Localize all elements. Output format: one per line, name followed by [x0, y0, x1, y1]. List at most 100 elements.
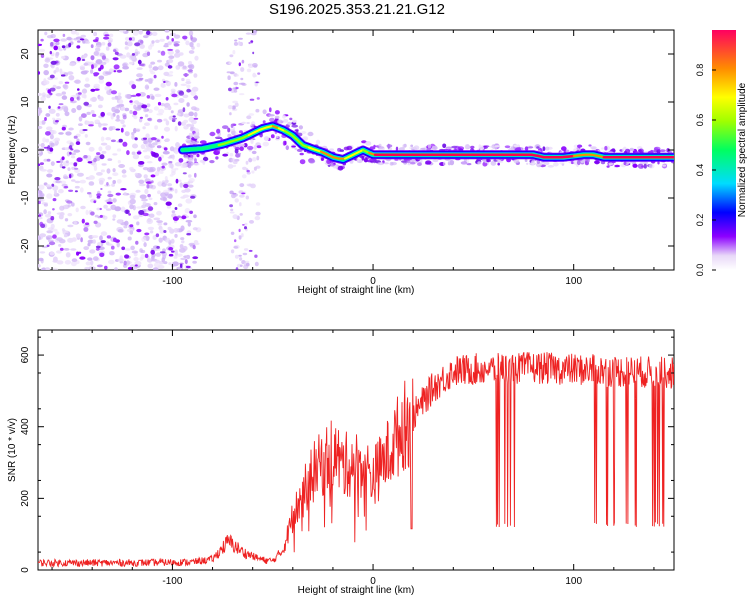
noise-blob: [93, 220, 98, 224]
noise-blob: [142, 126, 146, 130]
noise-blob: [90, 211, 95, 216]
noise-blob: [52, 117, 56, 121]
snr-ylabel: SNR (10 * v/v): [7, 418, 18, 482]
noise-blob: [63, 234, 68, 238]
noise-blob: [157, 101, 162, 106]
noise-blob: [177, 121, 182, 126]
noise-blob: [234, 102, 239, 108]
noise-blob: [150, 174, 156, 178]
noise-blob: [227, 164, 234, 169]
noise-blob: [95, 59, 103, 65]
ridge-noise-blob: [402, 144, 407, 149]
noise-blob: [63, 176, 69, 180]
noise-blob: [194, 55, 199, 61]
noise-blob: [245, 195, 249, 200]
noise-blob: [111, 96, 116, 100]
noise-blob: [136, 151, 142, 155]
noise-blob: [92, 239, 96, 244]
ridge-noise-blob: [184, 155, 189, 159]
noise-blob: [163, 261, 168, 265]
ridge-noise-blob: [409, 146, 415, 150]
noise-blob: [239, 194, 245, 198]
noise-blob: [67, 71, 74, 75]
noise-blob: [73, 149, 81, 153]
noise-blob: [73, 220, 78, 225]
noise-blob: [83, 227, 89, 232]
ridge-noise-blob: [623, 146, 627, 150]
noise-blob: [39, 233, 47, 238]
noise-blob: [112, 218, 116, 221]
noise-blob: [39, 162, 45, 166]
noise-blob: [141, 198, 148, 202]
noise-blob: [226, 71, 231, 74]
noise-blob: [229, 211, 235, 214]
noise-blob: [38, 143, 41, 147]
ridge-noise-blob: [378, 143, 382, 148]
noise-blob: [120, 206, 126, 213]
noise-blob: [54, 189, 57, 196]
noise-blob: [167, 50, 174, 55]
noise-blob: [106, 168, 111, 174]
noise-blob: [128, 37, 132, 41]
noise-blob: [98, 146, 103, 152]
ridge-noise-blob: [643, 163, 647, 169]
ridge-noise-blob: [614, 164, 620, 168]
noise-blob: [76, 45, 81, 49]
noise-blob: [44, 31, 48, 36]
noise-blob: [44, 117, 47, 121]
noise-blob: [58, 81, 63, 85]
noise-blob: [92, 39, 99, 43]
noise-blob: [244, 260, 250, 263]
noise-blob: [239, 264, 243, 267]
ridge-noise-blob: [577, 144, 583, 148]
noise-blob: [109, 33, 114, 38]
noise-blob: [251, 150, 257, 155]
noise-blob: [53, 77, 58, 80]
noise-blob: [165, 97, 169, 101]
noise-blob: [61, 45, 66, 49]
noise-blob: [110, 114, 114, 120]
ridge-noise-blob: [527, 146, 534, 149]
noise-blob: [169, 146, 175, 152]
noise-blob: [144, 84, 150, 90]
ridge-noise-blob: [490, 160, 497, 166]
ridge-noise-blob: [604, 146, 608, 151]
noise-blob: [177, 203, 183, 207]
ridge-noise-blob: [576, 160, 581, 166]
noise-blob: [118, 92, 122, 96]
noise-blob: [54, 177, 61, 181]
noise-blob: [50, 216, 55, 221]
colorbar-gradient: [712, 30, 736, 270]
noise-blob: [61, 228, 65, 232]
noise-blob: [105, 137, 111, 141]
noise-blob: [117, 160, 121, 164]
noise-blob: [148, 80, 153, 84]
noise-blob: [238, 62, 241, 67]
noise-blob: [101, 41, 106, 46]
noise-blob: [185, 198, 193, 204]
noise-blob: [229, 204, 234, 208]
noise-blob: [43, 158, 48, 162]
noise-blob: [121, 169, 127, 174]
ridge-noise-blob: [193, 135, 200, 139]
noise-blob: [246, 115, 252, 120]
noise-blob: [52, 139, 58, 142]
noise-blob: [42, 137, 46, 143]
noise-blob: [51, 267, 59, 270]
ridge-noise-blob: [477, 161, 482, 165]
noise-blob: [132, 30, 139, 36]
noise-blob: [39, 251, 46, 254]
noise-blob: [88, 146, 95, 152]
noise-blob: [154, 125, 159, 130]
y-tick-label: 10: [20, 96, 31, 108]
noise-blob: [139, 194, 147, 200]
noise-blob: [50, 130, 57, 135]
noise-blob: [248, 157, 253, 163]
noise-blob: [159, 228, 165, 234]
ridge-noise-blob: [262, 120, 266, 124]
noise-blob: [188, 60, 192, 66]
noise-blob: [232, 214, 238, 220]
ridge-core-segment: [259, 126, 268, 131]
noise-blob: [68, 75, 75, 81]
